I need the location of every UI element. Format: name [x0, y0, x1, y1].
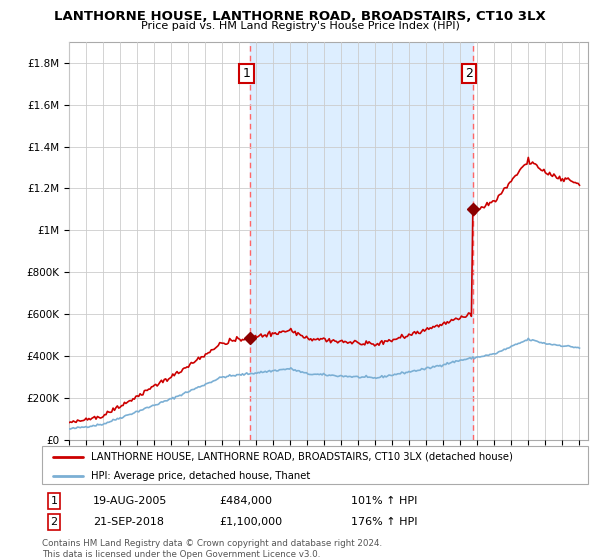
Text: 1: 1	[242, 67, 250, 80]
Text: £1,100,000: £1,100,000	[219, 517, 282, 527]
FancyBboxPatch shape	[42, 446, 588, 484]
Text: LANTHORNE HOUSE, LANTHORNE ROAD, BROADSTAIRS, CT10 3LX: LANTHORNE HOUSE, LANTHORNE ROAD, BROADST…	[54, 10, 546, 23]
Text: 19-AUG-2005: 19-AUG-2005	[93, 496, 167, 506]
Text: LANTHORNE HOUSE, LANTHORNE ROAD, BROADSTAIRS, CT10 3LX (detached house): LANTHORNE HOUSE, LANTHORNE ROAD, BROADST…	[91, 452, 513, 462]
Bar	[250, 42, 473, 440]
Text: 176% ↑ HPI: 176% ↑ HPI	[351, 517, 418, 527]
Text: Price paid vs. HM Land Registry's House Price Index (HPI): Price paid vs. HM Land Registry's House …	[140, 21, 460, 31]
Text: 2: 2	[50, 517, 58, 527]
Text: HPI: Average price, detached house, Thanet: HPI: Average price, detached house, Than…	[91, 471, 310, 481]
Text: Contains HM Land Registry data © Crown copyright and database right 2024.
This d: Contains HM Land Registry data © Crown c…	[42, 539, 382, 559]
Text: 1: 1	[50, 496, 58, 506]
Text: 2: 2	[465, 67, 473, 80]
Text: 21-SEP-2018: 21-SEP-2018	[93, 517, 164, 527]
Text: 101% ↑ HPI: 101% ↑ HPI	[351, 496, 418, 506]
Text: £484,000: £484,000	[219, 496, 272, 506]
